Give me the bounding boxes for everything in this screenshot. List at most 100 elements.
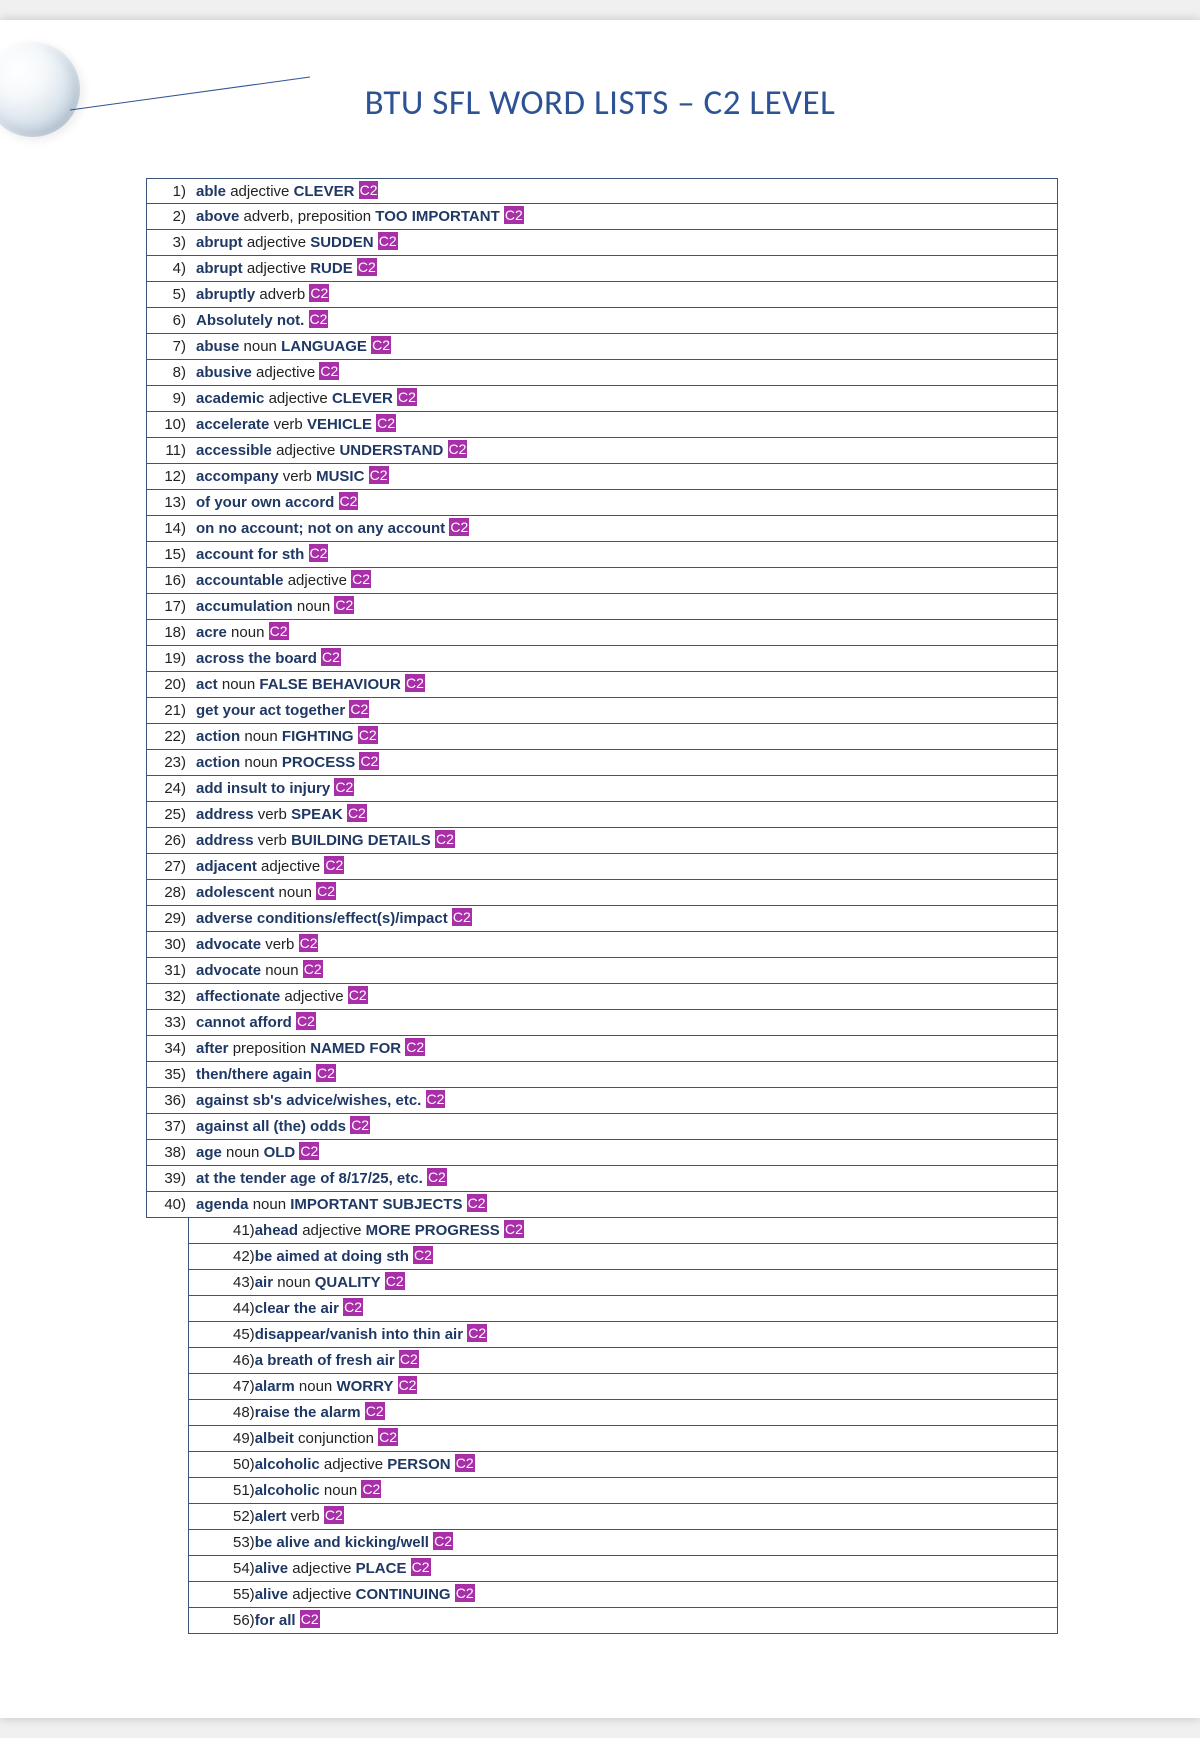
row-content: after preposition NAMED FOR C2 <box>188 1036 1058 1062</box>
word-text: Absolutely not. <box>196 312 304 329</box>
row-number-text: 5) <box>173 286 186 303</box>
row-number: 40) <box>146 1192 188 1218</box>
row-number-text: 33) <box>164 1014 186 1031</box>
meaning-text: PROCESS <box>282 754 355 771</box>
row-content: abusive adjective C2 <box>188 360 1058 386</box>
row-number-text: 19) <box>164 650 186 667</box>
table-row: 4)abrupt adjective RUDE C2 <box>146 256 1058 282</box>
row-content: affectionate adjective C2 <box>188 984 1058 1010</box>
row-number-text: 6) <box>173 312 186 329</box>
row-number-text: 29) <box>164 910 186 927</box>
row-content: 44)clear the air C2 <box>188 1296 1058 1322</box>
level-tag: C2 <box>361 1480 381 1498</box>
row-content: acre noun C2 <box>188 620 1058 646</box>
table-row: 2)above adverb, preposition TOO IMPORTAN… <box>146 204 1058 230</box>
row-content: 55)alive adjective CONTINUING C2 <box>188 1582 1058 1608</box>
row-number: 7) <box>146 334 188 360</box>
row-number-text: 53) <box>233 1534 255 1551</box>
table-row: 11)accessible adjective UNDERSTAND C2 <box>146 438 1058 464</box>
row-number-text: 52) <box>233 1508 255 1525</box>
part-of-speech: verb <box>258 832 287 849</box>
meaning-text: MORE PROGRESS <box>366 1222 500 1239</box>
row-number-text: 24) <box>164 780 186 797</box>
part-of-speech: noun <box>265 962 298 979</box>
table-row: 31)advocate noun C2 <box>146 958 1058 984</box>
level-tag: C2 <box>296 1012 316 1030</box>
word-text: clear the air <box>255 1300 339 1317</box>
page-title: BTU SFL WORD LISTS – C2 LEVEL <box>0 82 1200 124</box>
row-number-text: 9) <box>173 390 186 407</box>
row-content: against all (the) odds C2 <box>188 1114 1058 1140</box>
word-text: abruptly <box>196 286 255 303</box>
page: BTU SFL WORD LISTS – C2 LEVEL 1)able adj… <box>0 20 1200 1718</box>
level-tag: C2 <box>334 596 354 614</box>
word-text: across the board <box>196 650 317 667</box>
table-row: 6)Absolutely not. C2 <box>146 308 1058 334</box>
part-of-speech: verb <box>291 1508 320 1525</box>
level-tag: C2 <box>467 1324 487 1342</box>
table-row: 17)accumulation noun C2 <box>146 594 1058 620</box>
row-content: 46)a breath of fresh air C2 <box>188 1348 1058 1374</box>
row-content: adjacent adjective C2 <box>188 854 1058 880</box>
level-tag: C2 <box>357 258 377 276</box>
level-tag: C2 <box>316 882 336 900</box>
table-row: 18)acre noun C2 <box>146 620 1058 646</box>
table-row: 51)alcoholic noun C2 <box>146 1478 1058 1504</box>
row-content: abrupt adjective SUDDEN C2 <box>188 230 1058 256</box>
row-number <box>146 1296 188 1322</box>
word-text: raise the alarm <box>255 1404 361 1421</box>
row-number-text: 28) <box>164 884 186 901</box>
row-number: 37) <box>146 1114 188 1140</box>
row-number: 22) <box>146 724 188 750</box>
row-content: above adverb, preposition TOO IMPORTANT … <box>188 204 1058 230</box>
table-row: 33)cannot afford C2 <box>146 1010 1058 1036</box>
level-tag: C2 <box>369 466 389 484</box>
row-number: 3) <box>146 230 188 256</box>
part-of-speech: noun <box>231 624 264 641</box>
meaning-text: CLEVER <box>332 390 393 407</box>
row-number-text: 30) <box>164 936 186 953</box>
part-of-speech: noun <box>324 1482 357 1499</box>
word-text: then/there again <box>196 1066 312 1083</box>
table-row: 45)disappear/vanish into thin air C2 <box>146 1322 1058 1348</box>
word-text: agenda <box>196 1196 249 1213</box>
word-text: alcoholic <box>255 1456 320 1473</box>
row-number-text: 36) <box>164 1092 186 1109</box>
table-row: 47)alarm noun WORRY C2 <box>146 1374 1058 1400</box>
word-text: alive <box>255 1560 288 1577</box>
row-number-text: 47) <box>233 1378 255 1395</box>
table-row: 53)be alive and kicking/well C2 <box>146 1530 1058 1556</box>
row-number <box>146 1478 188 1504</box>
meaning-text: PLACE <box>356 1560 407 1577</box>
table-row: 12)accompany verb MUSIC C2 <box>146 464 1058 490</box>
row-number-text: 54) <box>233 1560 255 1577</box>
meaning-text: QUALITY <box>315 1274 381 1291</box>
row-number-text: 15) <box>164 546 186 563</box>
part-of-speech: adjective <box>261 858 320 875</box>
word-text: against all (the) odds <box>196 1118 346 1135</box>
row-content: action noun FIGHTING C2 <box>188 724 1058 750</box>
table-row: 24)add insult to injury C2 <box>146 776 1058 802</box>
row-number-text: 42) <box>233 1248 255 1265</box>
table-row: 23)action noun PROCESS C2 <box>146 750 1058 776</box>
row-content: abruptly adverb C2 <box>188 282 1058 308</box>
word-text: action <box>196 728 240 745</box>
row-number <box>146 1608 188 1634</box>
word-text: age <box>196 1144 222 1161</box>
meaning-text: IMPORTANT SUBJECTS <box>290 1196 462 1213</box>
meaning-text: CONTINUING <box>356 1586 451 1603</box>
table-row: 37)against all (the) odds C2 <box>146 1114 1058 1140</box>
row-number-text: 37) <box>164 1118 186 1135</box>
meaning-text: FIGHTING <box>282 728 354 745</box>
row-content: add insult to injury C2 <box>188 776 1058 802</box>
word-text: above <box>196 208 239 225</box>
level-tag: C2 <box>321 648 341 666</box>
word-text: disappear/vanish into thin air <box>255 1326 463 1343</box>
table-row: 38)age noun OLD C2 <box>146 1140 1058 1166</box>
part-of-speech: adjective <box>269 390 328 407</box>
row-content: adverse conditions/effect(s)/impact C2 <box>188 906 1058 932</box>
row-number-text: 44) <box>233 1300 255 1317</box>
row-number: 17) <box>146 594 188 620</box>
meaning-text: WORRY <box>336 1378 393 1395</box>
row-content: 52)alert verb C2 <box>188 1504 1058 1530</box>
